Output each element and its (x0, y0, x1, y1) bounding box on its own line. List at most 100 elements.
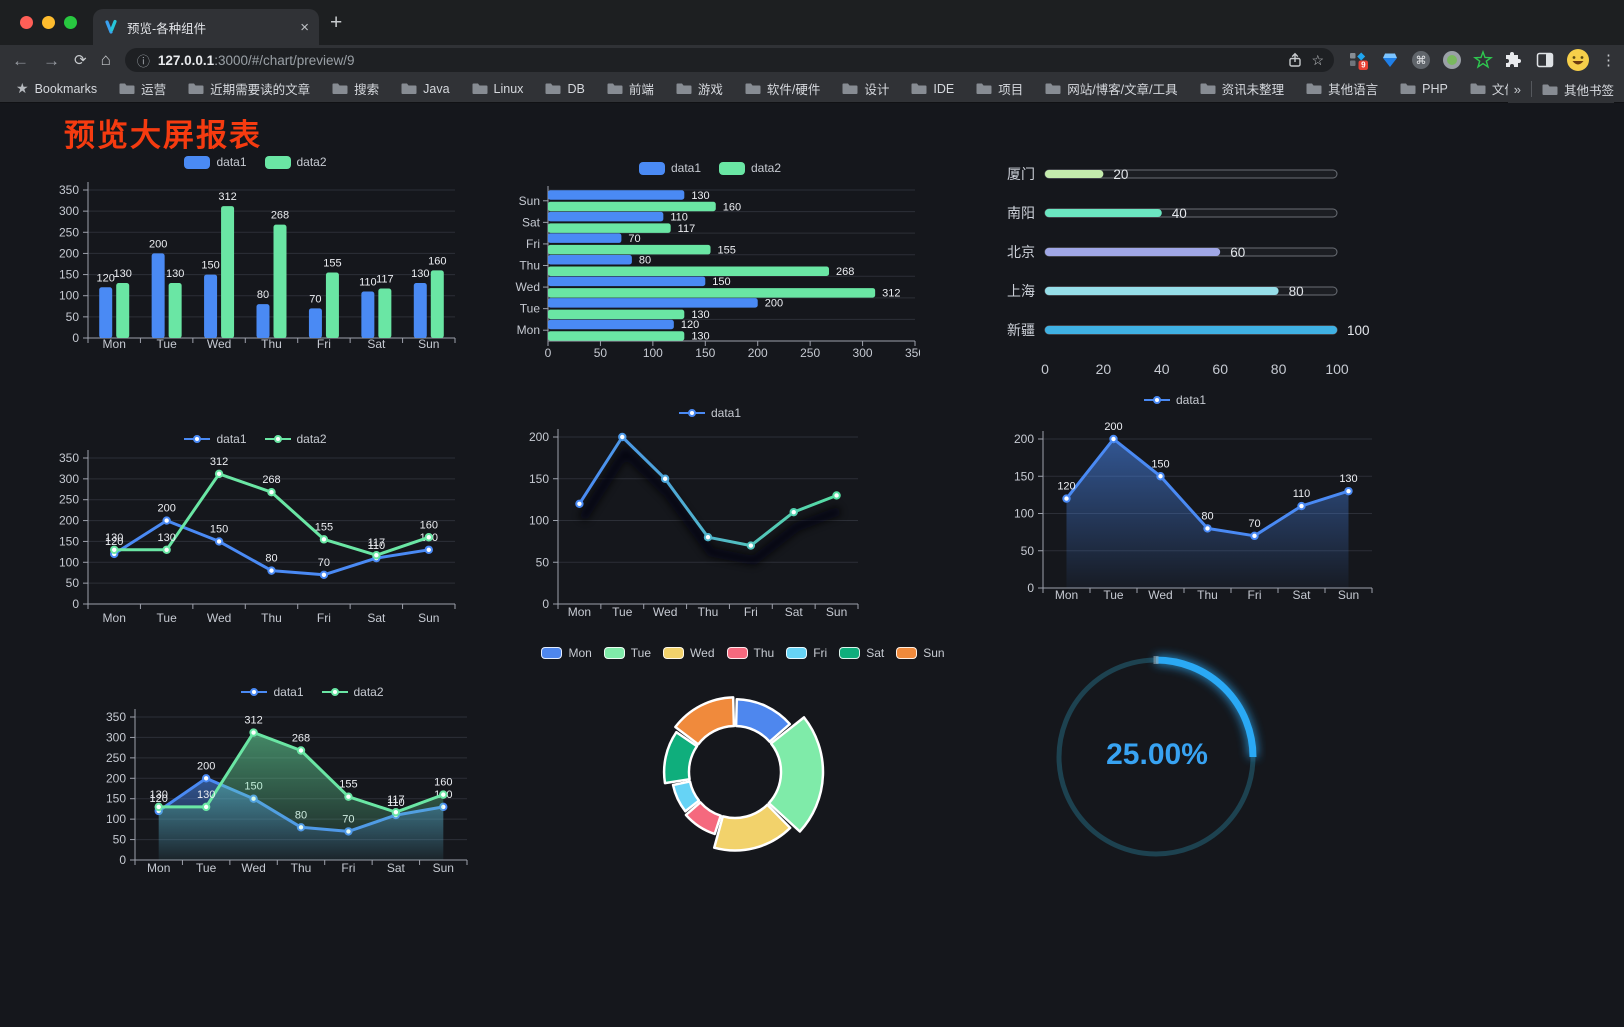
bookmark-folder[interactable]: 游戏 (676, 79, 723, 98)
legend-item[interactable]: data1 (638, 161, 701, 175)
new-tab-button[interactable]: + (330, 11, 343, 34)
svg-text:厦门: 厦门 (1007, 166, 1035, 182)
svg-text:130: 130 (166, 268, 184, 280)
tab-manager-extension-icon[interactable]: 9 (1348, 50, 1369, 71)
bookmark-folder[interactable]: 资讯未整理 (1200, 79, 1285, 98)
progress-gauge-chart[interactable]: 25.00% (1048, 645, 1266, 875)
city-progress-canvas[interactable]: 厦门 20 南阳 40 北京 60 上海 80 新疆 100 0 20 40 60 80 100 (980, 158, 1394, 390)
bookmark-folder[interactable]: 软件/硬件 (745, 79, 820, 98)
bookmarks-overflow-chevron[interactable]: » (1513, 81, 1521, 97)
gradient-line-chart-canvas[interactable]: 0 50 100 150 200 Mon Tue Wed Thu Fri Sat Sun (500, 400, 920, 628)
chart-legend: data1 data2 (48, 432, 463, 446)
rose-pie-chart[interactable]: Mon Tue Wed Thu Fri Sat Sun (541, 638, 945, 888)
legend-item[interactable]: Mon (541, 646, 592, 660)
home-icon[interactable]: ⌂ (100, 50, 111, 69)
bookmark-folder[interactable]: Java (401, 82, 450, 96)
folder-icon (472, 83, 488, 94)
two-area-chart[interactable]: 0 50 100 150 200 250 300 350 Mon Tue Wed Thu Fri Sat S… (105, 678, 520, 893)
svg-text:50: 50 (66, 310, 80, 324)
gradient-line-chart[interactable]: 0 50 100 150 200 Mon Tue Wed Thu Fri Sat Sun data1 (500, 400, 920, 628)
legend-item[interactable]: Sat (839, 646, 884, 660)
bookmark-folder[interactable]: 项目 (976, 79, 1023, 98)
bookmark-folder[interactable]: 其他语言 (1306, 79, 1378, 98)
rose-pie-canvas[interactable] (548, 638, 938, 888)
svg-text:40: 40 (1154, 361, 1170, 377)
bookmark-folder[interactable]: IDE (911, 82, 954, 96)
menu-kebab-icon[interactable]: ⋮ (1601, 52, 1616, 69)
command-extension-icon[interactable]: ⌘ (1411, 50, 1431, 70)
sidebar-icon[interactable] (1535, 50, 1555, 70)
svg-text:0: 0 (545, 346, 552, 360)
folder-icon (911, 83, 927, 94)
two-line-chart[interactable]: 0 50 100 150 200 250 300 350 Mon Tue Wed Thu Fri Sat S… (48, 425, 463, 640)
legend-item[interactable]: data1 (678, 406, 741, 420)
area-line-chart[interactable]: 0 50 100 150 200 Mon Tue Wed Thu Fri Sat Sun 120 200 1… (960, 385, 1390, 610)
bookmark-label: 资讯未整理 (1221, 83, 1285, 97)
svg-text:Fri: Fri (526, 237, 540, 251)
legend-swatch-icon (241, 688, 268, 696)
legend-item[interactable]: data1 (1143, 393, 1206, 407)
site-info-icon[interactable]: ⓘ (136, 53, 150, 69)
svg-text:上海: 上海 (1007, 283, 1035, 299)
legend-item[interactable]: Wed (663, 646, 715, 660)
back-icon[interactable]: ← (12, 50, 29, 70)
bookmark-folder[interactable]: 运营 (119, 79, 166, 98)
other-bookmarks-folder[interactable]: 其他书签 (1542, 80, 1614, 99)
legend-item[interactable]: data1 (241, 685, 304, 699)
address-bar[interactable]: ⓘ 127.0.0.1:3000/#/chart/preview/9 ☆ (124, 48, 1334, 72)
legend-item[interactable]: data1 (184, 155, 247, 169)
svg-text:50: 50 (66, 576, 80, 590)
legend-swatch-icon (726, 647, 748, 659)
reload-icon[interactable]: ⟳ (74, 51, 87, 69)
folder-icon (1306, 83, 1322, 94)
svg-text:268: 268 (836, 266, 854, 278)
green-star-extension-icon[interactable] (1473, 50, 1493, 70)
folder-icon (401, 83, 417, 94)
svg-text:北京: 北京 (1007, 244, 1035, 260)
bookmark-folder[interactable]: 搜索 (332, 79, 379, 98)
svg-text:100: 100 (1014, 507, 1034, 521)
legend-item[interactable]: data2 (719, 161, 781, 175)
close-window-button[interactable] (20, 16, 33, 29)
two-line-chart-canvas[interactable]: 0 50 100 150 200 250 300 350 Mon Tue Wed Thu Fri Sat S… (48, 425, 463, 640)
recorder-extension-icon[interactable] (1442, 50, 1462, 70)
gem-extension-icon[interactable] (1380, 50, 1400, 70)
two-area-chart-canvas[interactable]: 0 50 100 150 200 250 300 350 Mon Tue Wed Thu Fri Sat S… (105, 678, 520, 893)
svg-text:130: 130 (197, 789, 215, 801)
share-icon[interactable] (1287, 52, 1303, 68)
minimize-window-button[interactable] (42, 16, 55, 29)
legend-item[interactable]: data2 (264, 432, 327, 446)
grouped-bar-chart[interactable]: 0 50 100 150 200 250 300 350 Mon Tue Wed Thu Fri Sat S… (48, 150, 463, 365)
legend-label: data1 (216, 432, 247, 446)
legend-label: Sat (866, 646, 885, 660)
bookmark-folder[interactable]: 网站/博客/文章/工具 (1045, 79, 1178, 98)
gauge-canvas[interactable] (1048, 645, 1266, 875)
legend-item[interactable]: Sun (896, 646, 945, 660)
area-line-chart-canvas[interactable]: 0 50 100 150 200 Mon Tue Wed Thu Fri Sat Sun 120 200 1… (960, 385, 1390, 610)
legend-item[interactable]: Fri (786, 646, 827, 660)
legend-item[interactable]: Tue (603, 646, 651, 660)
browser-tab[interactable]: 预览-各种组件 × (93, 9, 319, 45)
profile-avatar[interactable] (1566, 48, 1590, 72)
bookmark-star-icon[interactable]: ☆ (1311, 51, 1324, 68)
bookmark-folder[interactable]: 前端 (607, 79, 654, 98)
fullscreen-window-button[interactable] (64, 16, 77, 29)
bookmark-folder[interactable]: 设计 (842, 79, 889, 98)
legend-item[interactable]: data1 (184, 432, 247, 446)
forward-icon[interactable]: → (43, 50, 60, 70)
city-progress-chart[interactable]: 厦门 20 南阳 40 北京 60 上海 80 新疆 100 0 20 40 60 80 100 (980, 158, 1394, 390)
bookmark-folder[interactable]: DB (545, 82, 585, 96)
legend-item[interactable]: data2 (264, 155, 327, 169)
tab-close-icon[interactable]: × (300, 18, 309, 36)
bookmark-item-bookmarks[interactable]: ★ Bookmarks (16, 80, 97, 97)
bookmark-folder[interactable]: PHP (1400, 82, 1448, 96)
legend-item[interactable]: Thu (726, 646, 774, 660)
bookmark-folder[interactable]: 近期需要读的文章 (188, 79, 310, 98)
bar-chart-canvas[interactable]: 0 50 100 150 200 250 300 350 Mon Tue Wed Thu Fri Sat S… (48, 150, 463, 365)
bookmark-folder[interactable]: Linux (472, 82, 523, 96)
legend-item[interactable]: data2 (321, 685, 384, 699)
extensions-puzzle-icon[interactable] (1504, 50, 1524, 70)
svg-text:350: 350 (905, 346, 920, 360)
